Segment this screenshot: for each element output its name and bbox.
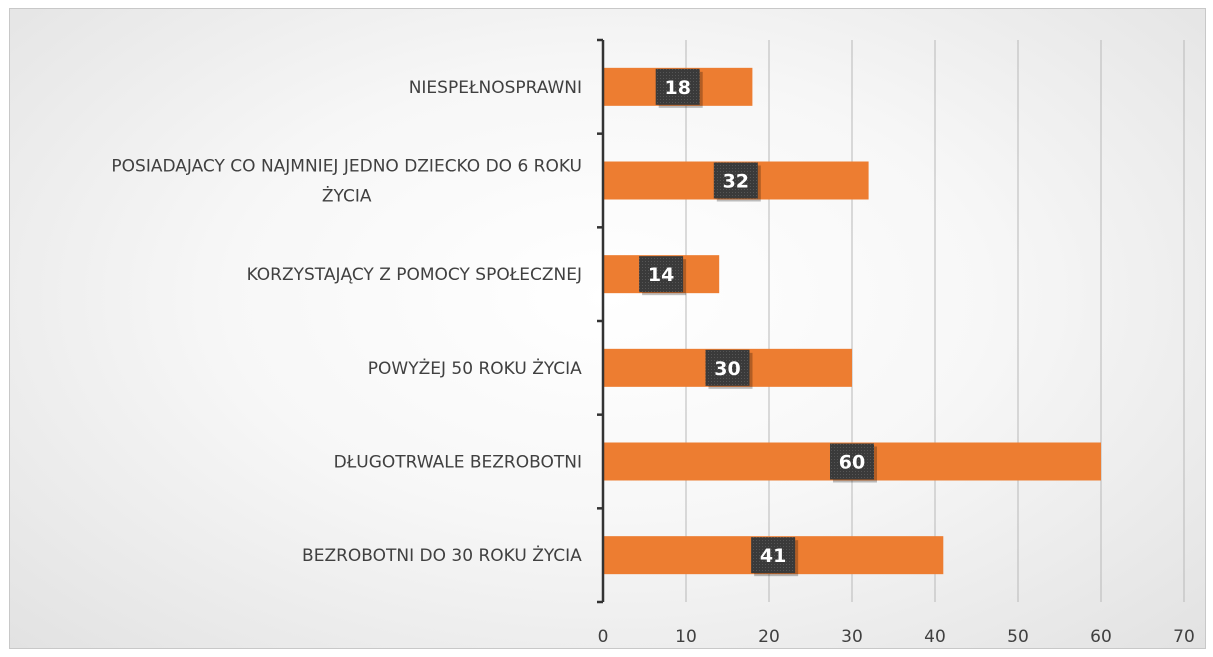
data-label: 14	[648, 264, 674, 286]
category-label: NIESPEŁNOSPRAWNI	[409, 78, 582, 98]
data-labels: 41 60 30 14 32 18	[639, 68, 877, 577]
data-label: 18	[664, 77, 690, 99]
x-tick-label: 70	[1173, 627, 1195, 647]
x-tick-label: 60	[1090, 627, 1112, 647]
category-label: POWYŻEJ 50 ROKU ŻYCIA	[368, 358, 582, 379]
x-tick-label: 20	[758, 627, 780, 647]
data-label: 41	[760, 545, 786, 567]
data-label: 32	[723, 171, 749, 193]
data-label-box	[751, 537, 796, 574]
data-label: 60	[839, 452, 865, 474]
data-label-box	[639, 256, 684, 293]
x-tick-label: 40	[924, 627, 946, 647]
x-tick-label: 30	[841, 627, 863, 647]
gridlines	[685, 40, 1185, 602]
x-tick-labels: 0 10 20 30 40 50 60 70	[598, 627, 1195, 647]
data-label-box	[830, 443, 874, 480]
x-tick-label: 0	[598, 627, 609, 647]
category-labels: BEZROBOTNI DO 30 ROKU ŻYCIA DŁUGOTRWALE B…	[111, 78, 582, 566]
data-label-box	[655, 68, 700, 105]
y-axis	[597, 38, 605, 604]
category-label: DŁUGOTRWALE BEZROBOTNI	[334, 453, 582, 473]
category-label: POSIADAJACY CO NAJMNIEJ JEDNO DZIECKO DO…	[111, 157, 582, 207]
x-tick-label: 50	[1007, 627, 1029, 647]
x-tick-label: 10	[675, 627, 697, 647]
data-label-box	[705, 349, 750, 386]
category-label: KORZYSTAJĄCY Z POMOCY SPOŁECZNEJ	[247, 265, 582, 285]
category-label: BEZROBOTNI DO 30 ROKU ŻYCIA	[302, 545, 582, 566]
data-label-box	[713, 162, 758, 199]
data-label: 30	[714, 358, 740, 380]
